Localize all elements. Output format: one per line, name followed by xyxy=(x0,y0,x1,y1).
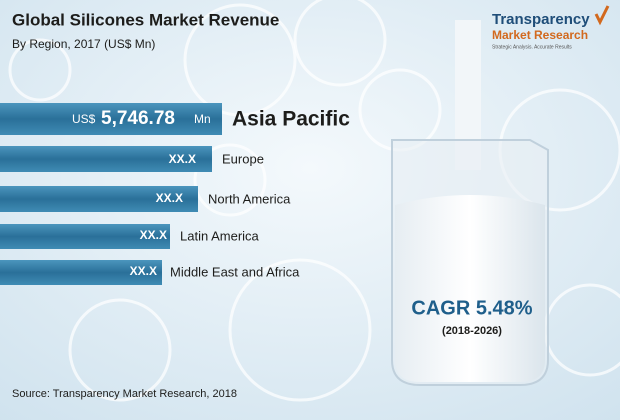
bar-3: XX.X Latin America xyxy=(0,224,260,249)
bar-0: US$ 5,746.78 Mn Asia Pacific xyxy=(0,103,350,135)
bar-2: XX.X North America xyxy=(0,186,291,212)
bar-label: North America xyxy=(208,191,291,206)
bar xyxy=(0,224,170,249)
bar xyxy=(0,146,212,172)
bar-label: Middle East and Africa xyxy=(170,264,300,279)
source: Source: Transparency Market Research, 20… xyxy=(12,388,237,400)
value: 5,746.78 xyxy=(101,108,175,129)
bar-label: Europe xyxy=(222,151,264,166)
bar xyxy=(0,103,222,135)
value-prefix: US$ xyxy=(72,112,96,126)
bubbles xyxy=(8,0,620,402)
beaker xyxy=(391,20,549,386)
value: XX.X xyxy=(169,152,196,166)
cagr: CAGR 5.48% xyxy=(411,297,532,319)
value: XX.X xyxy=(140,228,167,242)
logo-line2: Market Research xyxy=(492,28,588,42)
logo-tagline: Strategic Analysis. Accurate Results xyxy=(492,44,572,50)
bar-label: Latin America xyxy=(180,228,260,243)
bar-label: Asia Pacific xyxy=(232,108,350,131)
logo-check xyxy=(594,5,610,26)
value: XX.X xyxy=(130,264,157,278)
value-unit: Mn xyxy=(194,112,211,126)
title: Global Silicones Market Revenue xyxy=(12,10,279,29)
bar xyxy=(0,186,198,212)
cagr-period: (2018-2026) xyxy=(442,325,502,337)
bar-4: XX.X Middle East and Africa xyxy=(0,260,300,285)
logo: Transparency Market Research Strategic A… xyxy=(492,5,610,50)
value: XX.X xyxy=(156,191,183,205)
bar-1: XX.X Europe xyxy=(0,146,264,172)
logo-name: Transparency xyxy=(492,11,590,28)
bar xyxy=(0,260,162,285)
subtitle: By Region, 2017 (US$ Mn) xyxy=(12,37,155,51)
